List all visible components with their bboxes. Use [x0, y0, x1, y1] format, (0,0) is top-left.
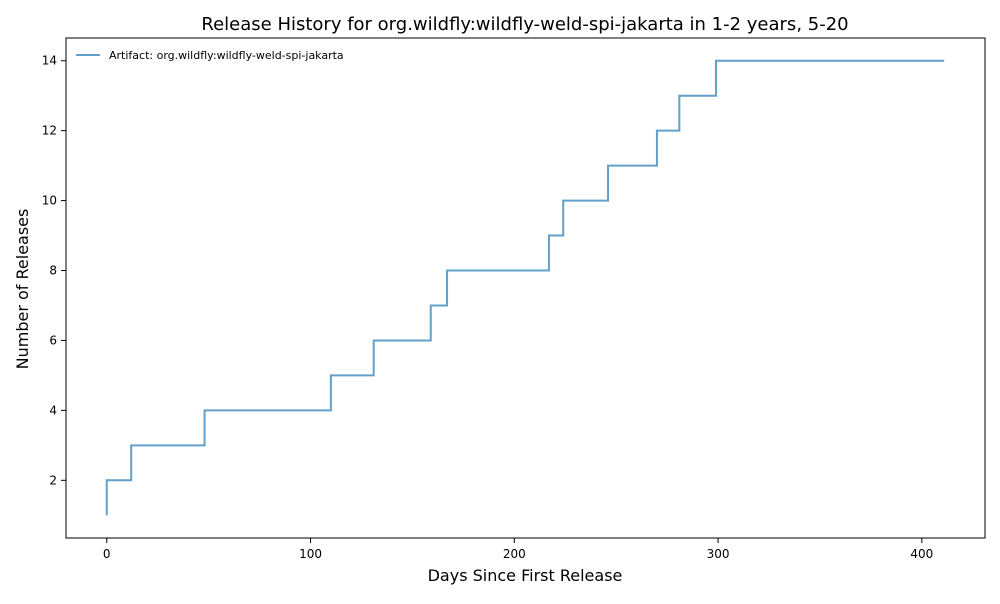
x-tick-label: 100 — [299, 547, 322, 561]
x-tick-label: 200 — [503, 547, 526, 561]
chart-title: Release History for org.wildfly:wildfly-… — [201, 14, 848, 35]
y-tick-label: 8 — [49, 264, 57, 278]
x-axis-label: Days Since First Release — [428, 566, 623, 585]
y-tick-label: 12 — [42, 124, 57, 138]
y-tick-label: 4 — [49, 403, 57, 417]
x-tick-label: 0 — [103, 547, 111, 561]
y-tick-label: 14 — [42, 54, 57, 68]
legend: Artifact: org.wildfly:wildfly-weld-spi-j… — [76, 49, 344, 62]
legend-label: Artifact: org.wildfly:wildfly-weld-spi-j… — [109, 49, 344, 62]
y-tick-label: 10 — [42, 194, 57, 208]
x-tick-label: 400 — [910, 547, 933, 561]
axes-frame — [65, 37, 986, 539]
x-tick-label: 300 — [707, 547, 730, 561]
plot-area: 0 100 200 300 400 2 4 6 8 10 12 14 — [42, 37, 986, 561]
y-axis-label: Number of Releases — [13, 209, 32, 370]
y-tick-label: 6 — [49, 333, 57, 347]
series-line-0 — [105, 59, 945, 516]
y-tick-label: 2 — [49, 473, 57, 487]
